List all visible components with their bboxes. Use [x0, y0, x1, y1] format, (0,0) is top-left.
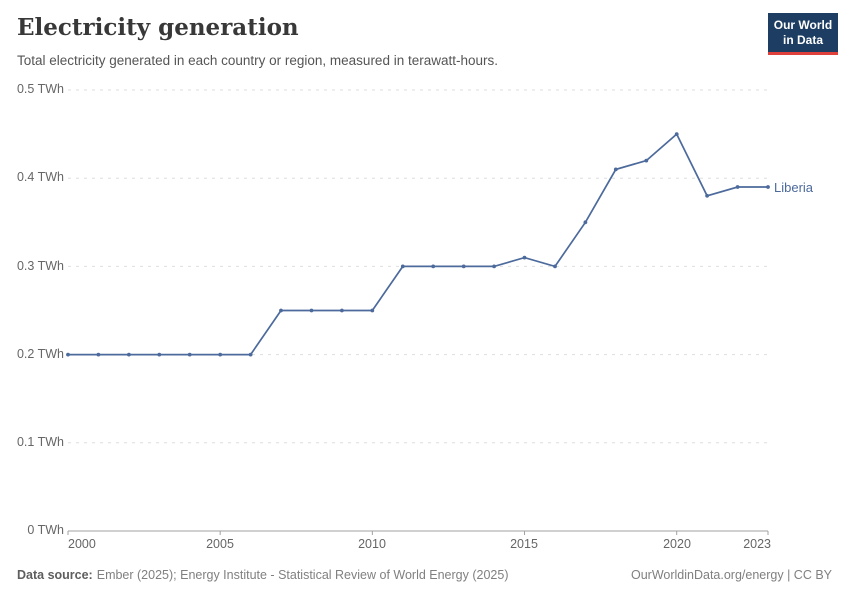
- data-point[interactable]: [370, 308, 375, 313]
- data-point[interactable]: [126, 352, 131, 357]
- data-point[interactable]: [340, 308, 344, 313]
- x-tick-label-2005: 2005: [206, 537, 234, 551]
- owid-logo[interactable]: Our World in Data: [768, 13, 838, 55]
- y-tick-label-0_5: 0.5 TWh: [16, 82, 64, 96]
- data-point[interactable]: [96, 352, 101, 357]
- data-point[interactable]: [309, 308, 314, 313]
- data-point[interactable]: [644, 158, 649, 163]
- x-tick-label-2010: 2010: [358, 537, 386, 551]
- data-source-label: Data source:: [17, 568, 93, 582]
- x-tick-label-2023: 2023: [743, 537, 771, 551]
- y-tick-label-0: 0 TWh: [27, 523, 64, 537]
- data-source-note: Data source: Ember (2025); Energy Institu…: [17, 568, 508, 582]
- y-tick-label-0_3: 0.3 TWh: [16, 259, 64, 273]
- series-label-liberia[interactable]: Liberia: [774, 179, 814, 195]
- chart-subtitle: Total electricity generated in each coun…: [17, 53, 498, 68]
- x-tick-label-2015: 2015: [510, 537, 538, 551]
- x-tick-label-2000: 2000: [68, 537, 96, 551]
- data-point[interactable]: [157, 352, 162, 357]
- owid-logo-line2: in Data: [782, 33, 823, 47]
- data-point[interactable]: [461, 264, 466, 269]
- data-point[interactable]: [492, 264, 496, 269]
- data-point[interactable]: [218, 352, 223, 357]
- data-point[interactable]: [431, 264, 436, 269]
- data-point[interactable]: [66, 352, 70, 357]
- data-point[interactable]: [705, 193, 709, 198]
- data-point[interactable]: [553, 264, 557, 269]
- data-point[interactable]: [400, 264, 405, 269]
- data-source-text: Ember (2025); Energy Institute - Statist…: [96, 568, 509, 582]
- data-point[interactable]: [279, 308, 283, 313]
- footer-link[interactable]: OurWorldinData.org/energy | CC BY: [630, 568, 832, 582]
- data-point[interactable]: [766, 185, 770, 189]
- data-point[interactable]: [187, 352, 192, 357]
- data-point[interactable]: [522, 255, 527, 260]
- data-point[interactable]: [583, 220, 588, 225]
- x-tick-label-2020: 2020: [663, 537, 691, 551]
- data-point[interactable]: [248, 352, 253, 357]
- data-point[interactable]: [735, 185, 740, 189]
- page-title: Electricity generation: [17, 14, 299, 41]
- y-tick-label-0_4: 0.4 TWh: [16, 170, 64, 184]
- y-tick-label-0_1: 0.1 TWh: [16, 435, 64, 449]
- y-tick-label-0_2: 0.2 TWh: [16, 347, 64, 361]
- owid-logo-line1: Our World: [773, 18, 833, 32]
- data-point[interactable]: [613, 167, 618, 172]
- data-point[interactable]: [674, 132, 679, 137]
- line-series-liberia[interactable]: [68, 132, 768, 356]
